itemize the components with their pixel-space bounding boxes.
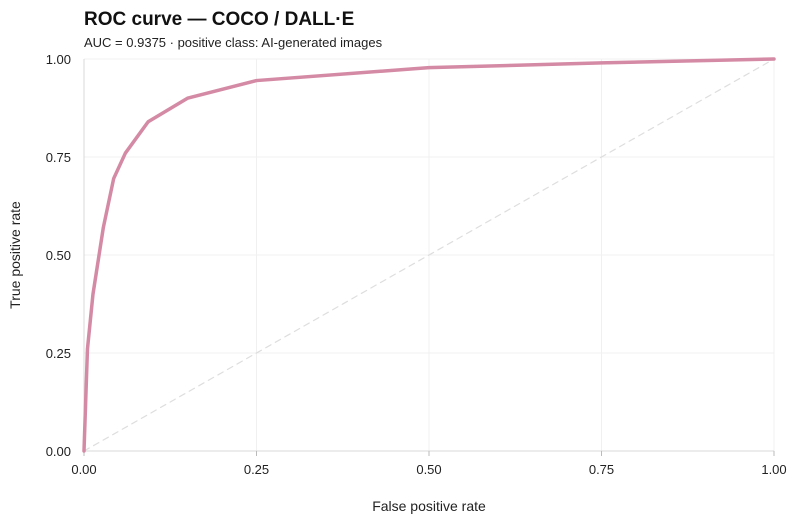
x-axis-label: False positive rate [372,498,486,514]
grid-lines [83,58,775,452]
chance-diagonal-line [83,58,775,452]
y-tick-label: 0.25 [46,346,71,361]
x-tick-label: 0.50 [416,462,441,477]
roc-curve-line [82,57,776,453]
x-tick-label: 0.00 [71,462,96,477]
y-axis-label: True positive rate [7,201,23,309]
x-tick-label: 1.00 [761,462,786,477]
x-tick-label: 0.75 [589,462,614,477]
series-group [82,57,776,453]
y-tick-label: 1.00 [46,52,71,67]
x-tick-label: 0.25 [244,462,269,477]
tick-labels: 0.00 0.25 0.50 0.75 1.00 0.00 0.25 0.50 0.75 1.00 [46,52,787,477]
axes [83,59,775,456]
chart-subtitle: AUC = 0.9375 · positive class: AI-genera… [84,35,383,50]
chart-title: ROC curve — COCO / DALL·E [84,9,355,30]
y-tick-label: 0.50 [46,248,71,263]
y-tick-label: 0.00 [46,444,71,459]
y-tick-label: 0.75 [46,150,71,165]
